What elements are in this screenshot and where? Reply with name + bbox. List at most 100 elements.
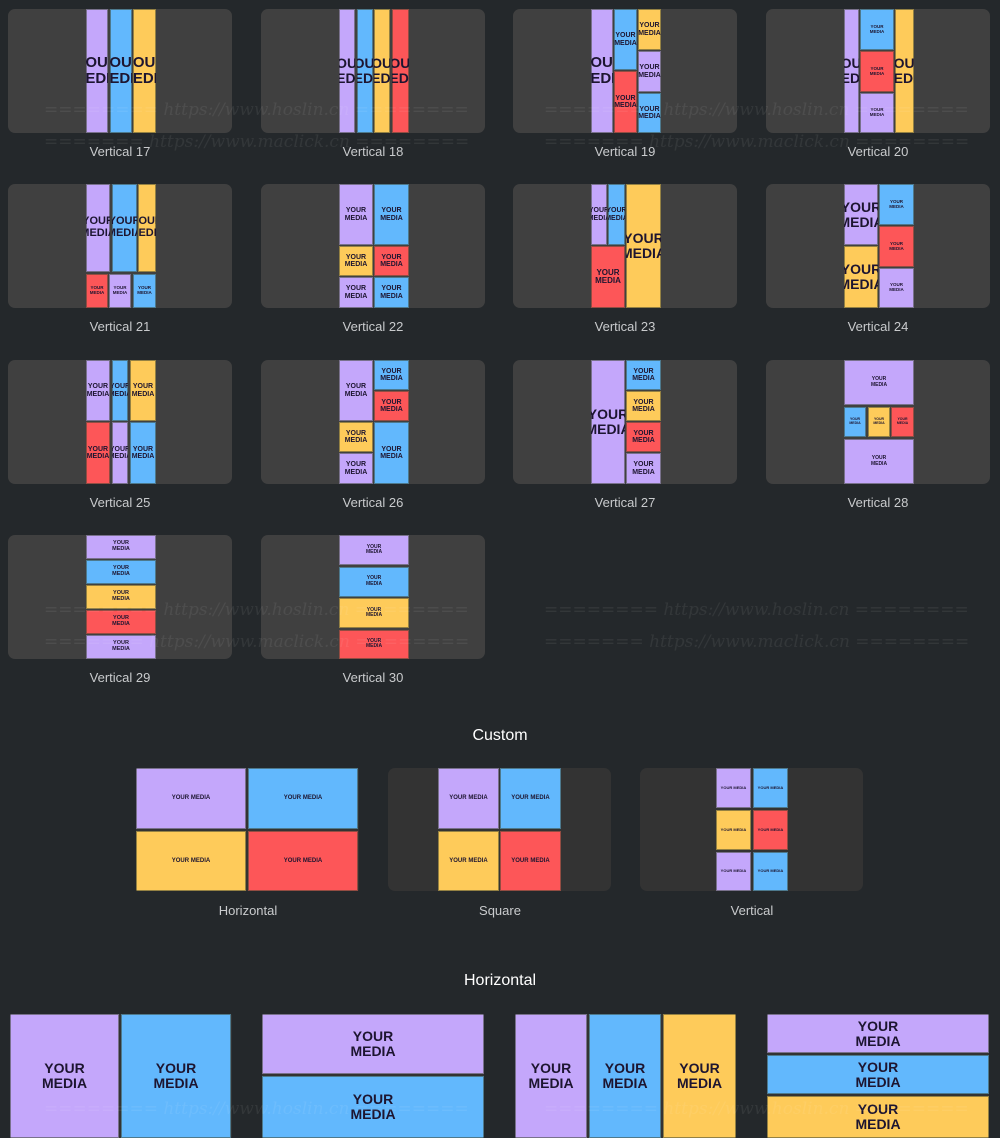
media-tile-text: MEDIA: [591, 70, 613, 87]
layout-preview: YOURMEDIAYOURMEDIAYOURMEDIAYOURMEDIAYOUR…: [591, 360, 661, 484]
layout-card-vertical-19[interactable]: YOURMEDIAYOURMEDIAYOURMEDIAYOURMEDIAYOUR…: [513, 9, 737, 133]
media-tile-text: YOUR: [345, 207, 367, 215]
layout-card-vertical-29[interactable]: YOUR MEDIA YOUR MEDIA YOUR MEDIA YOUR MEDIA YOUR…: [8, 535, 232, 659]
media-tile-text: YOUR: [633, 429, 654, 437]
custom-card-square[interactable]: YOUR MEDIA YOUR MEDIA YOUR MEDIA YOUR MEDIA: [388, 768, 611, 891]
media-tile-text: YOUR: [381, 445, 402, 453]
media-tile-text: YOUR: [871, 455, 887, 462]
media-tile-text: YOUR: [844, 55, 859, 72]
media-tile-text: YOUR: [857, 1101, 899, 1118]
media-tile-text: YOUR: [113, 640, 129, 647]
media-tile-text: YOUR: [639, 64, 660, 72]
media-tile-text: MEDIA: [380, 214, 403, 222]
media-tile-text: MEDIA: [86, 227, 110, 239]
media-tile-text: MEDIA: [380, 375, 403, 382]
horizontal-layout-card[interactable]: YOUR MEDIA YOUR MEDIA YOUR MEDIA: [515, 1014, 736, 1138]
media-tile-text: YOUR: [113, 285, 127, 291]
layout-card-vertical-24[interactable]: YOURMEDIAYOURMEDIAYOURMEDIAYOURMEDIAYOUR…: [766, 184, 990, 308]
media-tile-text: MEDIA: [112, 453, 128, 460]
media-tile-text: MEDIA: [112, 646, 130, 652]
media-tile-text: MEDIA: [133, 70, 156, 87]
media-tile-text: MEDIA: [365, 643, 383, 650]
media-tile-text: MEDIA: [849, 421, 861, 425]
media-tile-text: YOUR: [757, 868, 770, 874]
media-tile-text: YOUR: [873, 417, 885, 422]
media-tile-text: MEDIA: [380, 292, 403, 300]
media-tile-text: YOUR: [720, 868, 733, 874]
custom-card-horizontal[interactable]: YOUR MEDIA YOUR MEDIA YOUR MEDIA YOUR MEDIA: [136, 768, 359, 891]
layout-label: Vertical 27: [594, 495, 656, 510]
media-tile-text: YOUR: [449, 795, 467, 802]
section-title-custom: Custom: [472, 727, 528, 744]
layout-card-vertical-21[interactable]: YOURMEDIAYOURMEDIAYOURMEDIAYOURMEDIAYOUR…: [8, 184, 232, 308]
layout-card-vertical-20[interactable]: YOURMEDIAYOURMEDIAYOURMEDIAYOURMEDIAYOUR…: [766, 9, 990, 133]
layout-card-vertical-26[interactable]: YOUR MEDIA YOUR MEDIA YOUR MEDIA YOUR MEDIA YOUR…: [261, 360, 485, 484]
horizontal-layout-card[interactable]: YOUR MEDIA YOUR MEDIA: [262, 1014, 484, 1138]
layout-card-vertical-25[interactable]: YOURMEDIAYOURMEDIAYOURMEDIAYOURMEDIAYOUR…: [8, 360, 232, 484]
media-tile-text: YOUR: [133, 54, 156, 72]
media-tile-text: MEDIA: [638, 71, 661, 79]
horizontal-layout-card[interactable]: YOUR MEDIA YOUR MEDIA: [10, 1014, 232, 1138]
layout-preview: YOURMEDIAYOURMEDIAYOURMEDIAYOURMEDIAYOUR…: [86, 184, 156, 308]
media-tile-text: MEDIA: [591, 421, 625, 437]
media-tile-text: YOUR: [639, 105, 660, 113]
media-tile-text: MEDIA: [591, 214, 607, 222]
media-tile-text: MEDIA: [339, 70, 355, 86]
media-tile-text: YOUR: [604, 1060, 646, 1077]
layout-label: Vertical 21: [89, 319, 151, 334]
media-tile-text: YOUR: [857, 1058, 899, 1075]
custom-card-vertical[interactable]: YOUR MEDIA YOUR MEDIA YOUR MEDIA YOUR MEDIA YOUR…: [640, 768, 863, 891]
media-tile-text: YOUR: [449, 857, 467, 864]
media-tile-text: MEDIA: [614, 102, 637, 109]
layout-card-vertical-30[interactable]: YOUR MEDIA YOUR MEDIA YOUR MEDIA YOUR MEDIA: [261, 535, 485, 659]
media-tile-text: MEDIA: [602, 1075, 648, 1091]
layout-card-vertical-28[interactable]: YOUR MEDIA YOUR MEDIA YOUR MEDIA YOUR MEDIA YOUR…: [766, 360, 990, 484]
media-tile-text: YOUR: [849, 417, 861, 422]
layout-card-vertical-27[interactable]: YOURMEDIAYOURMEDIAYOURMEDIAYOURMEDIAYOUR…: [513, 360, 737, 484]
media-tile-text: YOUR: [352, 1091, 394, 1108]
media-tile-text: YOUR: [110, 54, 132, 72]
media-tile-text: YOUR: [356, 55, 373, 72]
media-tile-text: MEDIA: [733, 784, 747, 790]
media-tile-text: MEDIA: [889, 287, 904, 292]
media-tile-text: YOUR: [844, 261, 878, 278]
layout-label: Vertical 17: [89, 144, 151, 159]
horizontal-layout-card[interactable]: YOUR MEDIA YOUR MEDIA YOUR MEDIA: [767, 1014, 989, 1138]
watermark-text: ======= https://www.maclick.cn ========: [544, 632, 970, 652]
layout-card-vertical-22[interactable]: YOUR MEDIA YOUR MEDIA YOUR MEDIA YOUR MEDIA YOUR…: [261, 184, 485, 308]
